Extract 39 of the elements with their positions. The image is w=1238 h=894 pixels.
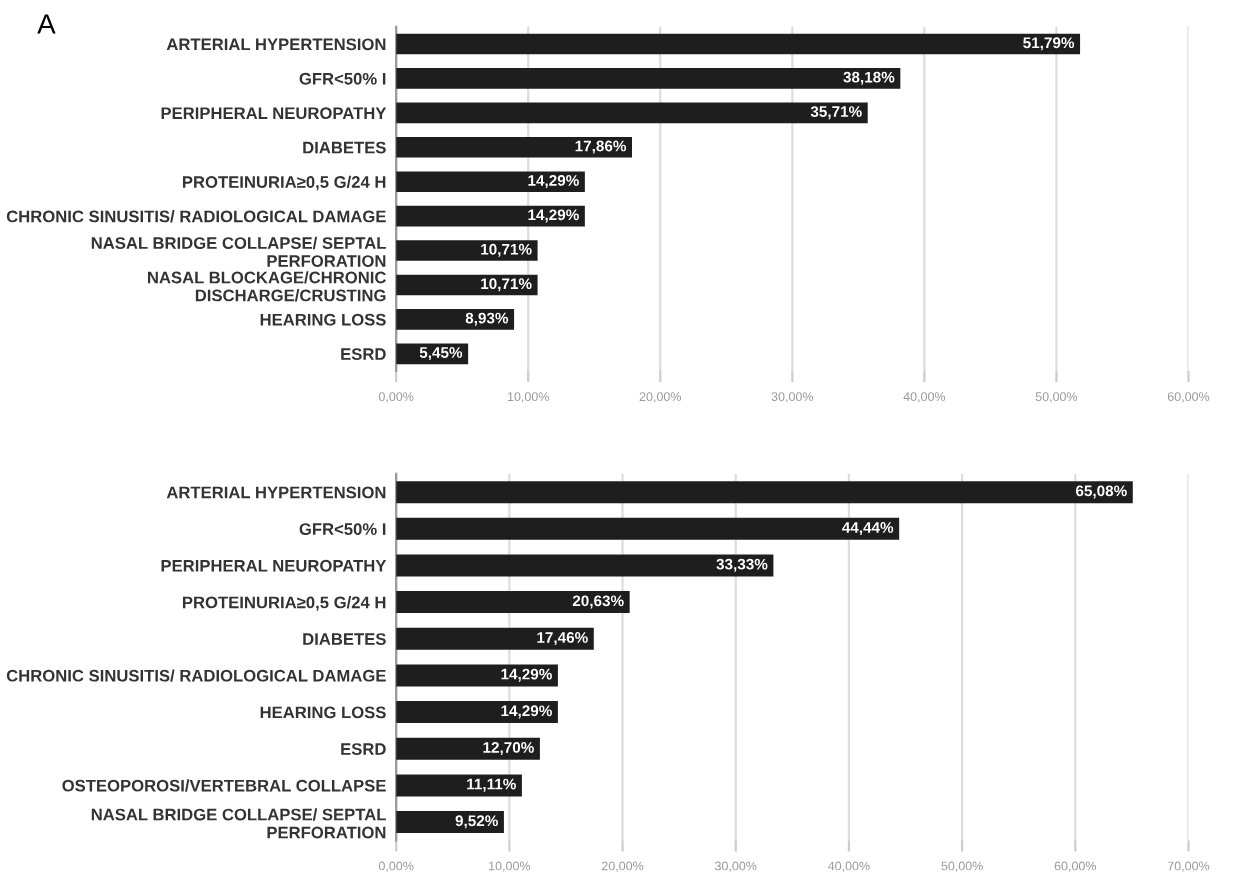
y-tick-label: NASAL BRIDGE COLLAPSE/ SEPTAL PERFORATION <box>91 808 386 839</box>
y-tick-label: OSTEOPOROSI/VERTEBRAL COLLAPSE <box>62 779 386 792</box>
text: A <box>37 14 56 34</box>
y-tick-label: NASAL BRIDGE COLLAPSE/ SEPTAL PERFORATION <box>91 236 386 267</box>
y-tick-label: ARTERIAL HYPERTENSION <box>166 486 386 499</box>
bar <box>396 554 774 577</box>
bar <box>396 701 558 724</box>
bar <box>396 627 594 650</box>
bar <box>396 664 558 687</box>
y-tick-label: ESRD <box>341 348 386 360</box>
y-tick-label: GFR<50% I <box>299 72 386 85</box>
bar <box>396 591 630 614</box>
bar <box>396 309 515 330</box>
y-tick-label: DIABETES <box>303 633 386 645</box>
bar <box>396 481 1133 504</box>
bar <box>396 240 538 261</box>
y-tick-label: PERIPHERAL NEUROPATHY <box>161 559 387 572</box>
bar <box>396 171 585 193</box>
y-tick-label: DIABETES <box>303 141 386 154</box>
y-tick-label: ESRD <box>341 743 386 755</box>
y-tick-label: NASAL BLOCKAGE/CHRONIC DISCHARGE/CRUSTING <box>148 271 386 302</box>
y-tick-label: HEARING LOSS <box>260 706 386 719</box>
bar <box>396 68 901 89</box>
bar <box>396 205 585 227</box>
y-tick-label: HEARING LOSS <box>260 313 386 326</box>
y-tick-label: PROTEINURIA≥0,5 G/24 H <box>182 175 386 191</box>
bar <box>396 774 522 797</box>
bar <box>396 811 504 834</box>
bar <box>396 517 900 540</box>
bar <box>396 33 1081 55</box>
y-tick-label: CHRONIC SINUSITIS/ RADIOLOGICAL DAMAGE <box>6 210 386 223</box>
bar <box>396 737 540 760</box>
y-tick-label: GFR<50% I <box>299 523 386 535</box>
y-tick-label: PROTEINURIA≥0,5 G/24 H <box>182 596 386 611</box>
bar <box>396 136 633 158</box>
bar <box>396 102 868 124</box>
y-tick-label: CHRONIC SINUSITIS/ RADIOLOGICAL DAMAGE <box>6 669 386 682</box>
y-tick-label: PERIPHERAL NEUROPATHY <box>161 107 387 120</box>
y-tick-label: ARTERIAL HYPERTENSION <box>166 38 386 51</box>
